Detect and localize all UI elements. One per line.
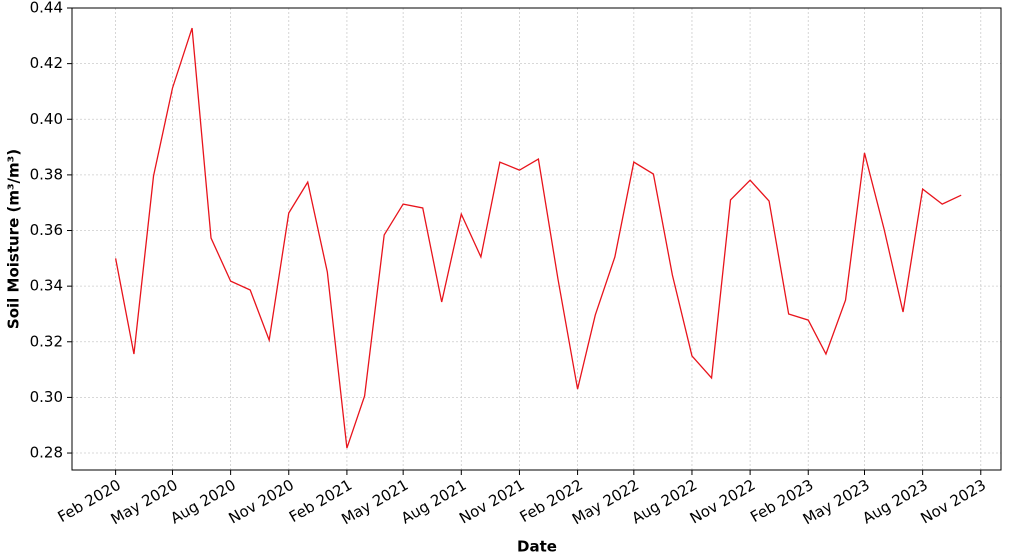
x-tick-label: Nov 2020 bbox=[225, 476, 297, 528]
x-tick-label: Nov 2023 bbox=[917, 476, 989, 528]
y-tick-label: 0.40 bbox=[30, 110, 63, 128]
plot-frame bbox=[71, 7, 1002, 471]
y-tick-label: 0.44 bbox=[30, 0, 63, 17]
x-tick-label: Nov 2022 bbox=[687, 476, 759, 528]
x-tick-label: Aug 2021 bbox=[398, 476, 470, 528]
x-axis-title: Date bbox=[517, 538, 557, 556]
y-tick-label: 0.38 bbox=[30, 165, 63, 183]
y-tick-label: 0.42 bbox=[30, 54, 63, 72]
y-tick-label: 0.34 bbox=[30, 277, 63, 295]
x-tick-label: Nov 2021 bbox=[456, 476, 528, 528]
y-tick-label: 0.32 bbox=[30, 332, 63, 350]
y-tick-label: 0.36 bbox=[30, 221, 63, 239]
y-tick-label: 0.30 bbox=[30, 388, 63, 406]
x-tick-label: Aug 2022 bbox=[629, 476, 701, 528]
x-tick-label: Aug 2023 bbox=[859, 476, 931, 528]
x-tick-label: Aug 2020 bbox=[167, 476, 239, 528]
y-axis-title: Soil Moisture (m³/m³) bbox=[5, 149, 23, 329]
y-tick-label: 0.28 bbox=[30, 444, 63, 462]
data-line bbox=[114, 27, 962, 449]
